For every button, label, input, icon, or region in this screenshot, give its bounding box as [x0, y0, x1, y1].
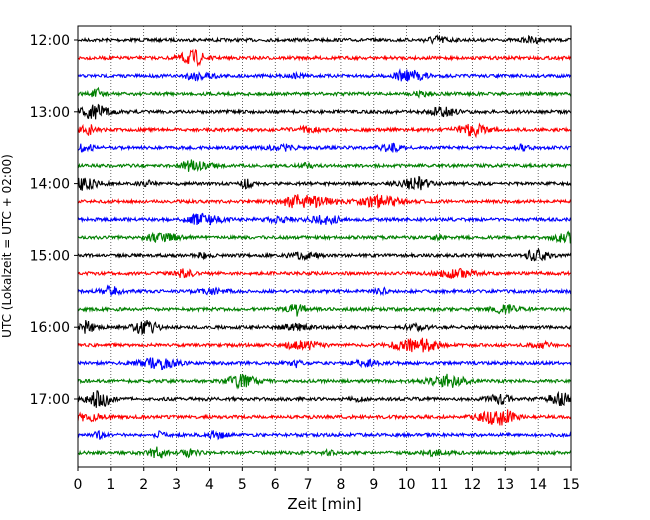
y-axis-label: UTC (Lokalzeit = UTC + 02:00): [0, 154, 14, 338]
trace-line: [77, 373, 572, 390]
x-tick-label: 14: [529, 477, 547, 493]
x-tick-label: 2: [139, 477, 148, 493]
seismic-traces: [77, 34, 572, 459]
x-tick-label: 4: [205, 477, 214, 493]
y-tick-label: 14:00: [30, 177, 70, 193]
trace-line: [77, 142, 572, 154]
x-tick-label: 6: [271, 477, 280, 493]
trace-line: [77, 304, 572, 317]
x-tick-label: 7: [304, 477, 313, 493]
trace-line: [77, 337, 572, 353]
trace-line: [77, 357, 572, 371]
x-tick-label: 8: [336, 477, 345, 493]
x-tick-label: 9: [369, 477, 378, 493]
x-tick-label: 10: [398, 477, 416, 493]
x-axis-ticks: 0 1 2 3 4 5 6 7 8 9 10 11 12 13 14 15: [74, 467, 580, 493]
trace-line: [77, 284, 572, 297]
x-tick-label: 11: [431, 477, 449, 493]
trace-line: [77, 429, 572, 441]
trace-line: [77, 103, 572, 120]
trace-line: [77, 86, 572, 99]
x-tick-label: 1: [106, 477, 115, 493]
trace-line: [77, 159, 572, 173]
plot-frame: [77, 25, 572, 468]
x-axis-label: Zeit [min]: [287, 495, 361, 513]
trace-line: [77, 193, 572, 209]
trace-line: [77, 320, 572, 336]
trace-line: [77, 48, 572, 68]
trace-line: [77, 122, 572, 139]
x-tick-label: 5: [238, 477, 247, 493]
x-tick-label: 3: [172, 477, 181, 493]
y-tick-label: 17:00: [30, 392, 70, 408]
x-tick-label: 0: [74, 477, 83, 493]
y-axis-ticks: 12:00 13:00 14:00 15:00 16:00 17:00: [30, 33, 78, 408]
trace-line: [77, 446, 572, 459]
trace-line: [77, 267, 572, 280]
trace-line: [77, 67, 572, 82]
trace-line: [77, 212, 572, 226]
y-tick-label: 15:00: [30, 248, 70, 264]
trace-line: [77, 34, 572, 45]
y-tick-label: 12:00: [30, 33, 70, 49]
x-tick-label: 13: [496, 477, 514, 493]
trace-line: [77, 230, 572, 244]
trace-line: [77, 175, 572, 191]
y-tick-label: 16:00: [30, 320, 70, 336]
trace-line: [77, 409, 572, 426]
y-tick-label: 13:00: [30, 105, 70, 121]
trace-line: [77, 247, 572, 262]
x-tick-label: 15: [562, 477, 580, 493]
x-tick-label: 12: [463, 477, 481, 493]
trace-line: [77, 390, 572, 408]
